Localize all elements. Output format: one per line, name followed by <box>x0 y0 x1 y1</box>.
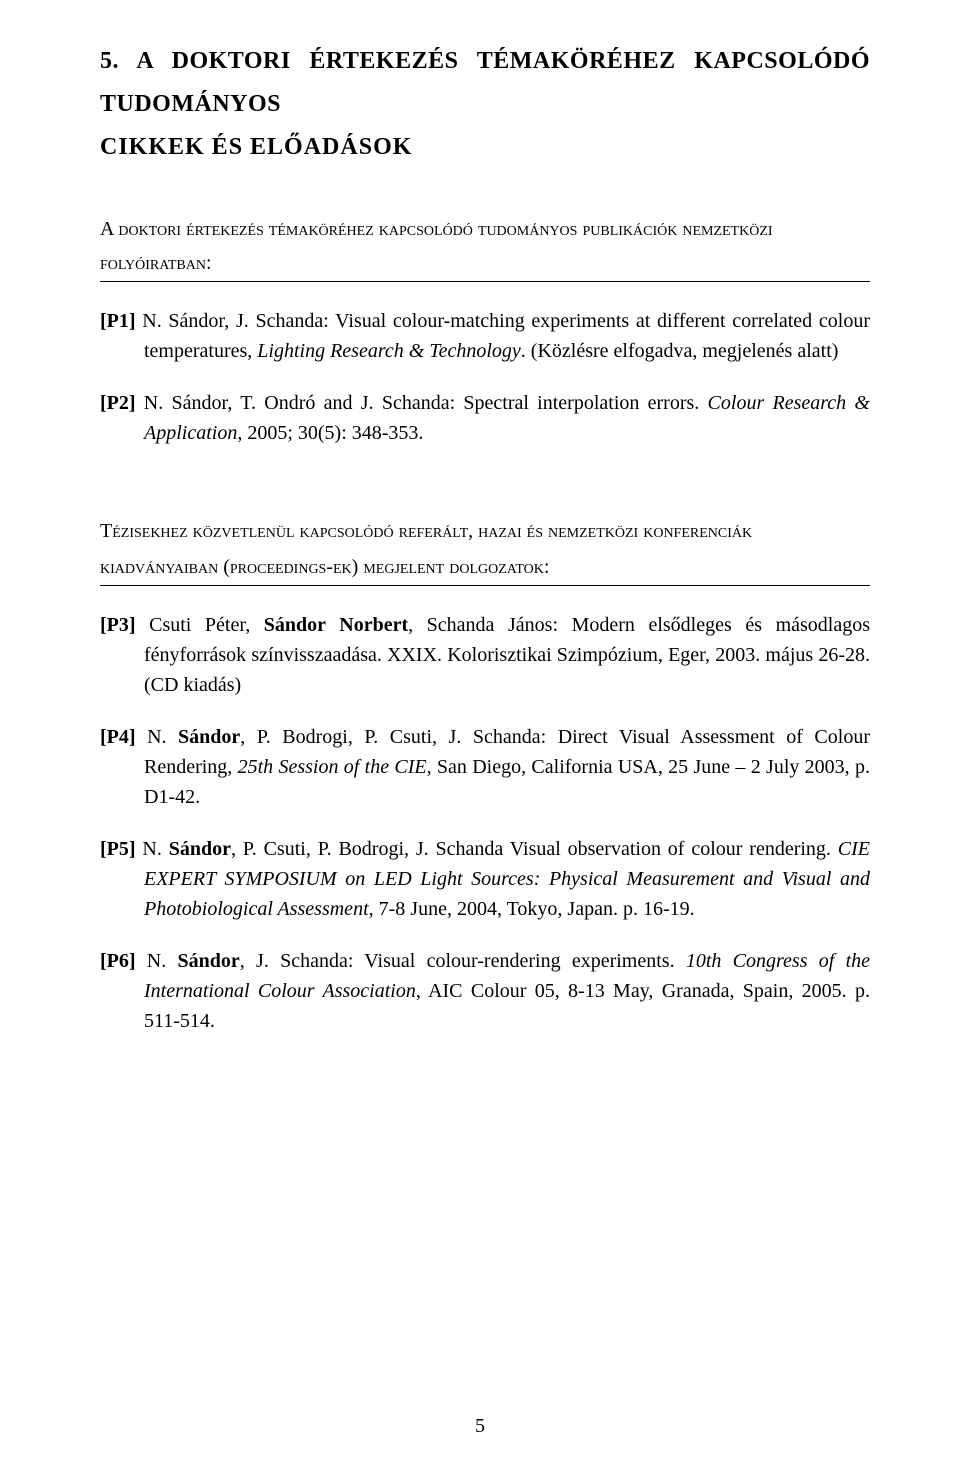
sub2-l1-sc: ézisekhez közvetlenül kapcsolódó referál… <box>112 520 468 542</box>
sub2-l2-p2: ) <box>352 556 364 578</box>
subhead-1-sc2: folyóiratban <box>100 252 206 274</box>
page: 5. A DOKTORI ÉRTEKEZÉS TÉMAKÖRÉHEZ KAPCS… <box>0 0 960 1466</box>
p1-tail: . (Közlésre elfogadva, megjelenés alatt) <box>521 340 839 362</box>
sub2-l2-p1: ( <box>223 556 230 578</box>
subhead-2-line2: kiadványaiban (proceedings-ek) megjelent… <box>100 556 870 579</box>
subhead-1-line1: A doktori értekezés témaköréhez kapcsoló… <box>100 210 870 248</box>
entry-p3: [P3] Csuti Péter, Sándor Norbert, Schand… <box>100 610 870 700</box>
p4-bold: Sándor <box>178 726 240 748</box>
rule-2 <box>100 585 870 586</box>
section-title-line1: 5. A DOKTORI ÉRTEKEZÉS TÉMAKÖRÉHEZ KAPCS… <box>100 48 870 117</box>
p2-plain: N. Sándor, T. Ondró and J. Schanda: Spec… <box>136 392 708 414</box>
p3-pre: Csuti Péter, <box>136 614 264 636</box>
p1-tag: [P1] <box>100 310 136 332</box>
sub2-l2-sc2: proceedings-ek <box>230 556 352 578</box>
p4-pre: N. <box>136 726 179 748</box>
sub2-l1-mid: , <box>468 520 478 542</box>
entry-p2: [P2] N. Sándor, T. Ondró and J. Schanda:… <box>100 388 870 448</box>
page-number: 5 <box>0 1415 960 1438</box>
p5-tail: , 7-8 June, 2004, Tokyo, Japan. p. 16-19… <box>369 898 695 920</box>
entry-p1: [P1] N. Sándor, J. Schanda: Visual colou… <box>100 306 870 366</box>
entry-p4: [P4] N. Sándor, P. Bodrogi, P. Csuti, J.… <box>100 722 870 812</box>
rule-1 <box>100 281 870 282</box>
p2-tag: [P2] <box>100 392 136 414</box>
sub2-l1-sc2: hazai és nemzetközi konferenciák <box>478 520 752 542</box>
subhead-1-pre: A <box>100 218 118 240</box>
section-title: 5. A DOKTORI ÉRTEKEZÉS TÉMAKÖRÉHEZ KAPCS… <box>100 40 870 170</box>
p3-tag: [P3] <box>100 614 136 636</box>
p2-tail: , 2005; 30(5): 348-353. <box>237 422 423 444</box>
p5-tag: [P5] <box>100 838 136 860</box>
entry-p5: [P5] N. Sándor, P. Csuti, P. Bodrogi, J.… <box>100 834 870 924</box>
p5-pre: N. <box>136 838 169 860</box>
p4-tag: [P4] <box>100 726 136 748</box>
entry-p6: [P6] N. Sándor, J. Schanda: Visual colou… <box>100 946 870 1036</box>
p6-mid: , J. Schanda: Visual colour-rendering ex… <box>240 950 686 972</box>
subhead-1-colon: : <box>206 252 212 274</box>
p5-mid: , P. Csuti, P. Bodrogi, J. Schanda Visua… <box>231 838 838 860</box>
p5-bold: Sándor <box>169 838 231 860</box>
spacer <box>100 470 870 512</box>
p1-italic: Lighting Research & Technology <box>257 340 521 362</box>
p4-ital: 25th Session of the CIE <box>238 756 427 778</box>
sub2-l2-sc3: megjelent dolgozatok <box>363 556 544 578</box>
sub2-l1-pre: T <box>100 520 112 542</box>
subhead-2-line1: Tézisekhez közvetlenül kapcsolódó referá… <box>100 512 870 550</box>
p6-tag: [P6] <box>100 950 136 972</box>
subhead-1-line2: folyóiratban: <box>100 252 870 275</box>
sub2-l2-post: : <box>544 556 550 578</box>
p3-bold: Sándor Norbert <box>264 614 408 636</box>
subhead-1-sc1: doktori értekezés témaköréhez kapcsolódó… <box>118 218 772 240</box>
p6-pre: N. <box>136 950 178 972</box>
sub2-l2-sc: kiadványaiban <box>100 556 223 578</box>
section-title-line2: CIKKEK ÉS ELŐADÁSOK <box>100 134 412 160</box>
p6-bold: Sándor <box>178 950 240 972</box>
